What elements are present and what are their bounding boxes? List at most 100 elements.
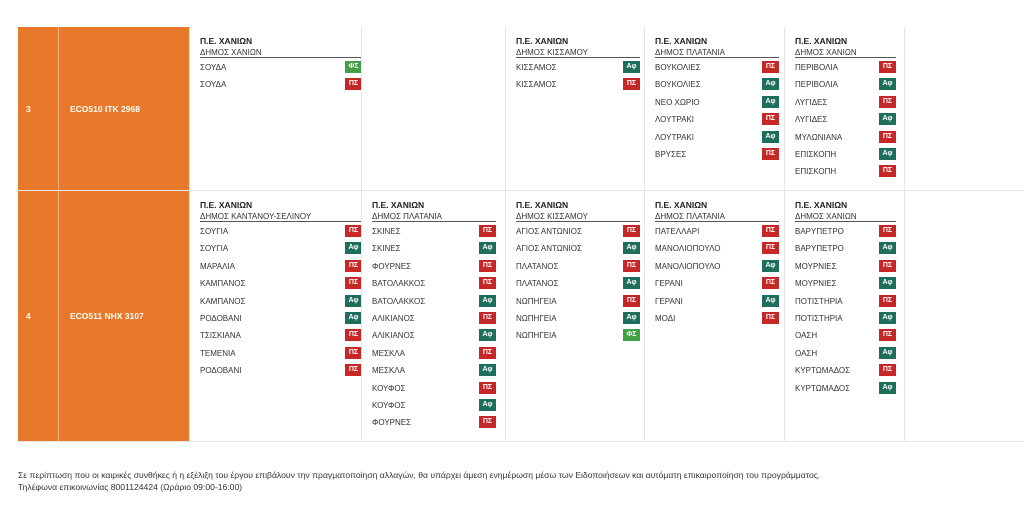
stop-name: ΜΕΣΚΛΑ bbox=[372, 348, 405, 358]
stop-type-badge: ΠΣ bbox=[345, 259, 362, 272]
stop-name: ΜΑΝΟΛΙΟΠΟΥΛΟ bbox=[655, 244, 721, 254]
stop-type-badge: ΦΣ bbox=[345, 61, 362, 73]
stop-type-badge: Αφ bbox=[623, 242, 640, 255]
stop-item: ΚΥΡΤΩΜΑΔΟΣ Αφ bbox=[795, 379, 896, 396]
stop-type-badge: ΠΣ bbox=[762, 311, 779, 324]
route-cell: Π.Ε. ΧΑΝΙΩΝ ΔΗΜΟΣ ΧΑΝΙΩΝ ΣΟΥΔΑ ΦΣ ΣΟΥΔΑ ΠΣ bbox=[189, 27, 362, 190]
stop-type-badge: ΠΣ bbox=[879, 364, 896, 377]
row-number: 4 bbox=[26, 311, 31, 321]
regional-unit-title: Π.Ε. ΧΑΝΙΩΝ bbox=[200, 36, 253, 46]
vehicle-code-cell: ECO511 ΝΗΧ 3107 bbox=[59, 191, 189, 441]
regional-unit-title: Π.Ε. ΧΑΝΙΩΝ bbox=[655, 200, 708, 210]
route-block: Π.Ε. ΧΑΝΙΩΝ ΔΗΜΟΣ ΠΛΑΤΑΝΙΑ ΣΚΙΝΕΣ ΠΣ ΣΚΙΝ… bbox=[372, 200, 496, 431]
regional-unit-title: Π.Ε. ΧΑΝΙΩΝ bbox=[372, 200, 425, 210]
stop-type-badge: ΠΣ bbox=[479, 381, 496, 394]
stop-name: ΜΟΥΡΝΙΕΣ bbox=[795, 279, 837, 289]
stop-name: ΝΩΠΗΓΕΙΑ bbox=[516, 296, 557, 306]
stop-name: ΤΣΙΣΚΙΑΝΑ bbox=[200, 331, 242, 341]
municipality-title: ΔΗΜΟΣ ΠΛΑΤΑΝΙΑ bbox=[655, 47, 779, 58]
stop-type-badge: ΠΣ bbox=[345, 346, 362, 359]
stop-item: ΣΟΥΓΙΑ ΠΣ bbox=[200, 222, 362, 239]
stop-item: ΜΑΝΟΛΙΟΠΟΥΛΟ Αφ bbox=[655, 257, 779, 274]
municipality-title: ΔΗΜΟΣ ΠΛΑΤΑΝΙΑ bbox=[372, 211, 496, 222]
stop-type-badge: ΠΣ bbox=[879, 95, 896, 108]
regional-unit-title: Π.Ε. ΧΑΝΙΩΝ bbox=[795, 200, 848, 210]
stop-type-badge: ΠΣ bbox=[345, 277, 362, 290]
stop-item: ΝΕΟ ΧΩΡΙΟ Αφ bbox=[655, 93, 779, 110]
route-cell: Π.Ε. ΧΑΝΙΩΝ ΔΗΜΟΣ ΠΛΑΤΑΝΙΑ ΠΑΤΕΛΛΑΡΙ ΠΣ Μ… bbox=[644, 191, 784, 441]
stop-item: ΣΟΥΔΑ ΦΣ bbox=[200, 58, 362, 75]
stop-item: ΝΩΠΗΓΕΙΑ Αφ bbox=[516, 309, 640, 326]
stop-type-badge: Αφ bbox=[345, 311, 362, 324]
stop-type-badge: ΠΣ bbox=[762, 147, 779, 160]
stop-type-badge: Αφ bbox=[879, 311, 896, 324]
stop-name: ΒΟΥΚΟΛΙΕΣ bbox=[655, 63, 701, 72]
stop-name: ΛΥΓΙΔΕΣ bbox=[795, 115, 828, 125]
stop-name: ΜΟΥΡΝΙΕΣ bbox=[795, 261, 837, 271]
route-cell: Π.Ε. ΧΑΝΙΩΝ ΔΗΜΟΣ ΚΙΣΣΑΜΟΥ ΚΙΣΣΑΜΟΣ Αφ ΚΙ… bbox=[505, 27, 644, 190]
stop-item: ΕΠΙΣΚΟΠΗ ΠΣ bbox=[795, 162, 896, 179]
regional-unit-title: Π.Ε. ΧΑΝΙΩΝ bbox=[516, 200, 569, 210]
stop-type-badge: ΠΣ bbox=[879, 61, 896, 73]
stop-item: ΚΟΥΦΟΣ ΠΣ bbox=[372, 379, 496, 396]
stop-item: ΜΥΛΩΝΙΑΝΑ ΠΣ bbox=[795, 128, 896, 145]
stop-name: ΜΑΡΑΛΙΑ bbox=[200, 261, 235, 271]
route-block: Π.Ε. ΧΑΝΙΩΝ ΔΗΜΟΣ ΚΑΝΤΑΝΟΥ-ΣΕΛΙΝΟΥ ΣΟΥΓΙ… bbox=[200, 200, 362, 379]
stop-name: ΓΕΡΑΝΙ bbox=[655, 296, 683, 306]
stop-name: ΟΑΣΗ bbox=[795, 348, 818, 358]
stop-item: ΜΑΡΑΛΙΑ ΠΣ bbox=[200, 257, 362, 274]
stop-type-badge: ΠΣ bbox=[479, 259, 496, 272]
stop-name: ΒΑΡΥΠΕΤΡΟ bbox=[795, 244, 844, 254]
stop-type-badge: ΠΣ bbox=[479, 311, 496, 324]
weather-notice-text: Σε περίπτωση που οι καιρικές συνθήκες ή … bbox=[18, 470, 821, 480]
stop-item: ΟΑΣΗ ΠΣ bbox=[795, 326, 896, 343]
stop-name: ΑΓΙΟΣ ΑΝΤΩΝΙΟΣ bbox=[516, 227, 582, 236]
stop-type-badge: Αφ bbox=[623, 61, 640, 73]
stop-item: ΜΟΥΡΝΙΕΣ Αφ bbox=[795, 274, 896, 291]
stop-item: ΒΑΤΟΛΑΚΚΟΣ Αφ bbox=[372, 292, 496, 309]
stop-name: ΝΕΟ ΧΩΡΙΟ bbox=[655, 97, 700, 107]
stop-item: ΑΛΙΚΙΑΝΟΣ ΠΣ bbox=[372, 309, 496, 326]
regional-unit-title: Π.Ε. ΧΑΝΙΩΝ bbox=[655, 36, 708, 46]
stop-name: ΜΑΝΟΛΙΟΠΟΥΛΟ bbox=[655, 261, 721, 271]
stop-type-badge: Αφ bbox=[479, 398, 496, 411]
stop-item: ΤΣΙΣΚΙΑΝΑ ΠΣ bbox=[200, 326, 362, 343]
stop-name: ΠΛΑΤΑΝΟΣ bbox=[516, 279, 559, 289]
stop-item: ΠΑΤΕΛΛΑΡΙ ΠΣ bbox=[655, 222, 779, 239]
stop-item: ΣΟΥΓΙΑ Αφ bbox=[200, 239, 362, 256]
stop-name: ΚΑΜΠΑΝΟΣ bbox=[200, 279, 246, 289]
stop-item: ΠΛΑΤΑΝΟΣ ΠΣ bbox=[516, 257, 640, 274]
stop-name: ΠΑΤΕΛΛΑΡΙ bbox=[655, 227, 700, 236]
route-cell: Π.Ε. ΧΑΝΙΩΝ ΔΗΜΟΣ ΚΙΣΣΑΜΟΥ ΑΓΙΟΣ ΑΝΤΩΝΙΟ… bbox=[505, 191, 644, 441]
stop-type-badge: ΠΣ bbox=[623, 225, 640, 237]
stop-type-badge: ΠΣ bbox=[762, 242, 779, 255]
stop-name: ΛΟΥΤΡΑΚΙ bbox=[655, 132, 694, 142]
stop-type-badge: Αφ bbox=[762, 294, 779, 307]
stop-name: ΠΕΡΙΒΟΛΙΑ bbox=[795, 80, 838, 90]
stop-name: ΚΑΜΠΑΝΟΣ bbox=[200, 296, 246, 306]
footer-notice: Σε περίπτωση που οι καιρικές συνθήκες ή … bbox=[18, 469, 1018, 493]
stop-type-badge: ΠΣ bbox=[623, 294, 640, 307]
municipality-title: ΔΗΜΟΣ ΧΑΝΙΩΝ bbox=[795, 47, 896, 58]
stop-item: ΚΑΜΠΑΝΟΣ ΠΣ bbox=[200, 274, 362, 291]
stop-name: ΜΕΣΚΛΑ bbox=[372, 366, 405, 376]
stop-name: ΣΟΥΓΙΑ bbox=[200, 227, 229, 236]
stop-item: ΝΩΠΗΓΕΙΑ ΦΣ bbox=[516, 326, 640, 343]
stop-name: ΕΠΙΣΚΟΠΗ bbox=[795, 167, 837, 177]
stop-item: ΠΛΑΤΑΝΟΣ Αφ bbox=[516, 274, 640, 291]
stop-name: ΡΟΔΟΒΑΝΙ bbox=[200, 366, 242, 376]
stop-item: ΠΕΡΙΒΟΛΙΑ ΠΣ bbox=[795, 58, 896, 75]
stop-type-badge: ΠΣ bbox=[762, 113, 779, 126]
stop-item: ΚΙΣΣΑΜΟΣ Αφ bbox=[516, 58, 640, 75]
vehicle-code: ECO511 ΝΗΧ 3107 bbox=[70, 311, 144, 321]
stop-name: ΤΕΜΕΝΙΑ bbox=[200, 348, 236, 358]
stop-item: ΓΕΡΑΝΙ ΠΣ bbox=[655, 274, 779, 291]
stop-name: ΚΙΣΣΑΜΟΣ bbox=[516, 80, 557, 90]
stop-name: ΣΟΥΔΑ bbox=[200, 80, 227, 90]
stop-type-badge: ΠΣ bbox=[479, 225, 496, 237]
stop-item: ΠΟΤΙΣΤΗΡΙΑ Αφ bbox=[795, 309, 896, 326]
row-number: 3 bbox=[26, 103, 31, 114]
stop-item: ΕΠΙΣΚΟΠΗ Αφ bbox=[795, 145, 896, 162]
stop-type-badge: Αφ bbox=[879, 113, 896, 126]
stop-type-badge: ΠΣ bbox=[479, 346, 496, 359]
